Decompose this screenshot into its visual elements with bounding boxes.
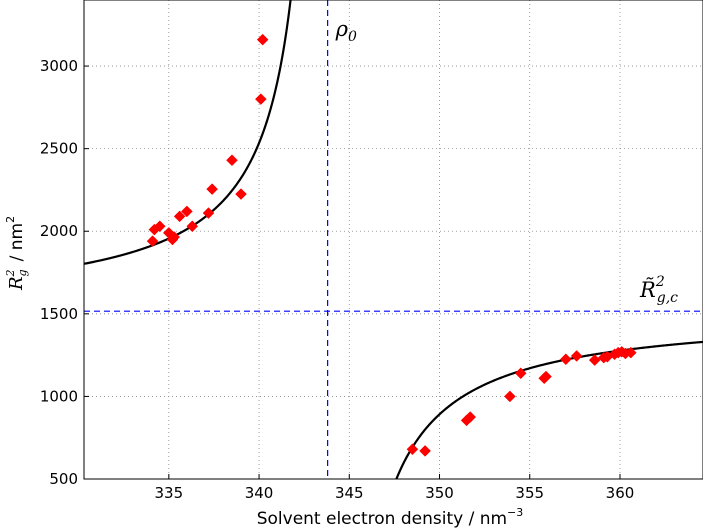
y-axis-label: R2g/ nm2 [4, 216, 29, 291]
x-tick-label: 360 [606, 484, 635, 502]
data-point [168, 231, 181, 243]
reference-lines [84, 0, 703, 479]
y-tick-label: 3000 [40, 57, 78, 75]
y-tick-label: 2000 [40, 222, 78, 240]
rgc-annotation: R̃2 g,c [639, 274, 678, 306]
rho-subscript: 0 [348, 29, 357, 45]
fit-curves [84, 0, 703, 479]
data-point [153, 220, 166, 233]
x-tick-label: 335 [154, 484, 183, 502]
data-point [181, 205, 193, 218]
y-tick-label: 1000 [40, 387, 78, 405]
data-point [540, 370, 552, 383]
data-point [559, 353, 572, 366]
data-point [464, 411, 477, 423]
x-tick-label: 340 [245, 484, 274, 502]
data-point [173, 210, 186, 223]
data-point [202, 207, 215, 219]
y-tick-label: 500 [49, 470, 78, 488]
fit-curve-right [395, 340, 703, 479]
data-point [406, 443, 419, 456]
x-tick-label: 355 [515, 484, 544, 502]
data-point [588, 354, 601, 366]
plot-frame [83, 0, 703, 480]
y-axis-unit: / nm [7, 223, 27, 261]
x-axis-label-text: Solvent electron density / nm [257, 509, 507, 529]
y-tick-label: 2500 [40, 140, 78, 158]
rgc-subscript: g,c [657, 290, 678, 306]
data-point [186, 220, 199, 233]
rho0-annotation: ρ0 [335, 17, 357, 45]
y-axis-symbol-superscript: 2 [4, 269, 17, 277]
data-point [570, 350, 583, 362]
data-point [255, 93, 267, 105]
y-axis-unit-exponent: 2 [4, 216, 17, 223]
x-axis-label-exponent: −3 [507, 506, 523, 519]
data-point [146, 235, 159, 248]
y-tick-label: 1500 [40, 305, 78, 323]
axis-ticks: 335 340 345 350 355 360 500 1000 1500 2000 2500 300… [40, 57, 634, 502]
rgc-superscript: 2 [655, 274, 665, 290]
data-point [235, 188, 247, 200]
y-axis-symbol: R [6, 276, 27, 291]
data-point [206, 183, 218, 195]
data-point [419, 445, 431, 457]
data-point [514, 367, 527, 380]
x-tick-label: 350 [425, 484, 454, 502]
data-point [226, 154, 238, 167]
data-point [504, 390, 516, 403]
data-point [256, 33, 269, 46]
y-axis-symbol-subscript: g [16, 269, 29, 276]
data-point [624, 346, 637, 359]
x-tick-label: 345 [335, 484, 364, 502]
data-points [146, 33, 637, 457]
rho-symbol: ρ [335, 17, 349, 41]
rgc-symbol: R̃ [639, 278, 656, 302]
x-axis-label: Solvent electron density / nm−3 [257, 506, 524, 529]
